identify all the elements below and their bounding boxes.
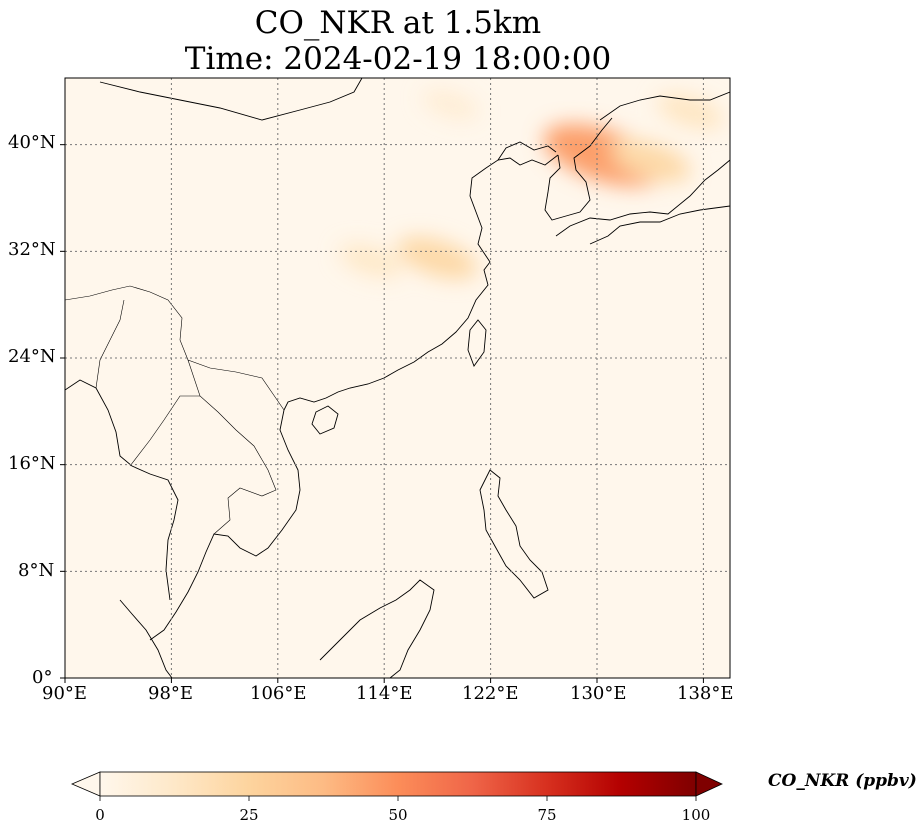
colorbar-extend-low — [70, 771, 101, 797]
border-china-south — [65, 285, 285, 411]
concentration-plume — [397, 236, 478, 280]
lat-tick-label: 32°N — [8, 239, 56, 260]
lat-tick-label: 16°N — [8, 453, 56, 474]
lon-tick-label: 106°E — [250, 683, 307, 704]
map-frame — [64, 77, 731, 679]
taiwan-island — [467, 319, 487, 367]
colorbar-bar — [99, 771, 697, 797]
colorbar-tick-label: 100 — [681, 806, 711, 824]
lon-tick-label: 114°E — [356, 683, 413, 704]
map-title: CO_NKR at 1.5km — [254, 5, 542, 41]
lon-tick-label: 122°E — [462, 683, 519, 704]
colorbar-tick-label: 75 — [537, 806, 557, 824]
russia-coast — [599, 91, 730, 121]
lon-tick-label: 90°E — [42, 683, 88, 704]
philippines — [479, 469, 549, 599]
lat-tick-label: 8°N — [18, 560, 55, 581]
indochina-coastline — [149, 409, 301, 641]
gridlines — [65, 78, 730, 678]
lat-tick-label: 24°N — [8, 346, 56, 367]
lat-tick-label: 40°N — [8, 132, 56, 153]
map-subtitle-time: Time: 2024-02-19 18:00:00 — [184, 41, 612, 77]
concentration-plume — [610, 139, 691, 182]
country-borders — [65, 285, 285, 535]
hainan-island — [311, 405, 339, 435]
lon-tick-label: 130°E — [570, 683, 627, 704]
japan-coastline — [555, 159, 730, 237]
bohai-coastline — [497, 141, 557, 161]
border-laos-vietnam — [187, 359, 277, 535]
concentration-plume — [422, 89, 479, 120]
china-coastline — [283, 154, 559, 411]
colorbar-tick-label: 50 — [388, 806, 408, 824]
concentration-plume — [656, 93, 724, 130]
borneo-coastline — [319, 579, 435, 678]
colorbar-tick-label: 0 — [95, 806, 105, 824]
colorbar-label: CO_NKR (ppbv) — [768, 771, 917, 791]
colorbar — [70, 771, 723, 801]
axis-ticks — [60, 144, 704, 683]
concentration-field — [339, 89, 724, 280]
colorbar-extend-high — [695, 771, 723, 797]
japan-south-coast — [589, 205, 730, 245]
lon-tick-label: 98°E — [148, 683, 194, 704]
lon-tick-label: 138°E — [677, 683, 734, 704]
andaman-coastline — [65, 379, 179, 601]
border-thailand — [129, 395, 200, 467]
korea-coastline — [544, 117, 613, 221]
north-border — [99, 78, 363, 121]
concentration-plume — [339, 243, 403, 278]
border-myanmar — [95, 299, 125, 389]
lat-tick-label: 0° — [32, 667, 53, 688]
coastlines — [65, 78, 730, 678]
malay-peninsula — [119, 599, 173, 678]
colorbar-tick-label: 25 — [239, 806, 259, 824]
